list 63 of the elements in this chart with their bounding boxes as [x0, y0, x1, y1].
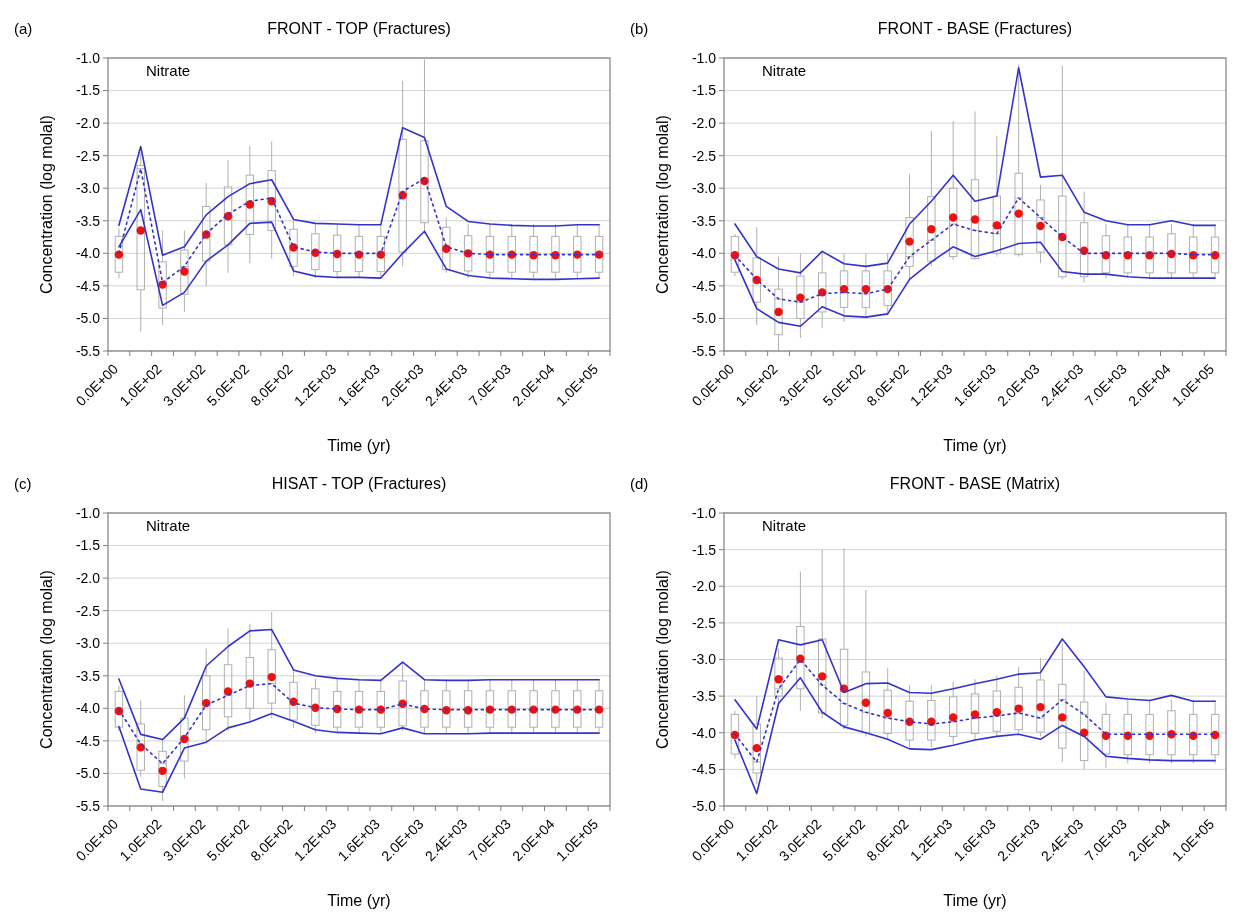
- y-tick-label: -4.0: [75, 245, 101, 262]
- y-tick-label: -2.5: [75, 147, 101, 164]
- y-tick-label: -5.0: [75, 765, 101, 782]
- y-tick-label: -1.0: [691, 504, 717, 521]
- x-axis-title: Time (yr): [327, 892, 391, 909]
- y-tick-label: -4.5: [691, 761, 717, 778]
- y-tick-label: -5.5: [75, 797, 101, 814]
- chart-title: FRONT - BASE (Fractures): [877, 20, 1073, 37]
- y-tick-label: -2.5: [691, 147, 717, 164]
- line-series: [118, 628, 600, 741]
- y-tick-label: -3.5: [691, 688, 717, 705]
- y-tick-label: -5.5: [691, 342, 717, 359]
- line-series: [734, 66, 1216, 274]
- y-tick-label: -4.5: [691, 277, 717, 294]
- y-axis-title: Concentration (log molal): [38, 570, 55, 749]
- line-series: [118, 126, 600, 257]
- y-tick-label: -1.5: [75, 82, 101, 99]
- text: (b): [630, 20, 649, 37]
- annotation: Nitrate: [762, 62, 807, 79]
- y-tick-label: -5.0: [691, 797, 717, 814]
- chart-title: HISAT - TOP (Fractures): [271, 475, 447, 492]
- y-tick-label: -3.0: [75, 635, 101, 652]
- text: (a): [14, 20, 33, 37]
- y-tick-label: -1.5: [75, 537, 101, 554]
- y-tick-label: -3.0: [75, 180, 101, 197]
- y-tick-label: -2.0: [75, 570, 101, 587]
- annotation: Nitrate: [762, 517, 807, 534]
- y-tick-label: -2.0: [691, 578, 717, 595]
- y-tick-label: -5.0: [75, 310, 101, 327]
- y-tick-label: -2.0: [75, 115, 101, 132]
- y-axis-title: Concentration (log molal): [654, 115, 671, 294]
- x-axis-title: Time (yr): [943, 892, 1007, 909]
- text: (d): [630, 475, 649, 492]
- annotation: Nitrate: [146, 517, 191, 534]
- y-tick-label: -4.0: [691, 724, 717, 741]
- y-tick-label: -1.5: [691, 541, 717, 558]
- y-tick-label: -1.0: [691, 49, 717, 66]
- y-tick-label: -4.0: [75, 700, 101, 717]
- y-tick-label: -4.5: [75, 277, 101, 294]
- y-axis-title: Concentration (log molal): [38, 115, 55, 294]
- line-series: [734, 638, 1216, 730]
- chart-title: FRONT - TOP (Fractures): [267, 20, 451, 37]
- y-tick-label: -1.5: [691, 82, 717, 99]
- y-tick-label: -5.5: [75, 342, 101, 359]
- y-tick-label: -3.0: [691, 180, 717, 197]
- x-axis-title: Time (yr): [327, 437, 391, 454]
- x-axis-title: Time (yr): [943, 437, 1007, 454]
- y-tick-label: -2.0: [691, 115, 717, 132]
- y-tick-label: -3.5: [75, 667, 101, 684]
- y-tick-label: -4.0: [691, 245, 717, 262]
- y-tick-label: -3.0: [691, 651, 717, 668]
- y-tick-label: -4.5: [75, 732, 101, 749]
- annotation: Nitrate: [146, 62, 191, 79]
- y-tick-label: -5.0: [691, 310, 717, 327]
- y-tick-label: -1.0: [75, 49, 101, 66]
- text: (c): [14, 475, 32, 492]
- y-tick-label: -1.0: [75, 504, 101, 521]
- y-tick-label: -2.5: [75, 602, 101, 619]
- y-tick-label: -2.5: [691, 614, 717, 631]
- chart-title: FRONT - BASE (Matrix): [889, 475, 1061, 492]
- y-tick-label: -3.5: [75, 212, 101, 229]
- y-axis-title: Concentration (log molal): [654, 570, 671, 749]
- y-tick-label: -3.5: [691, 212, 717, 229]
